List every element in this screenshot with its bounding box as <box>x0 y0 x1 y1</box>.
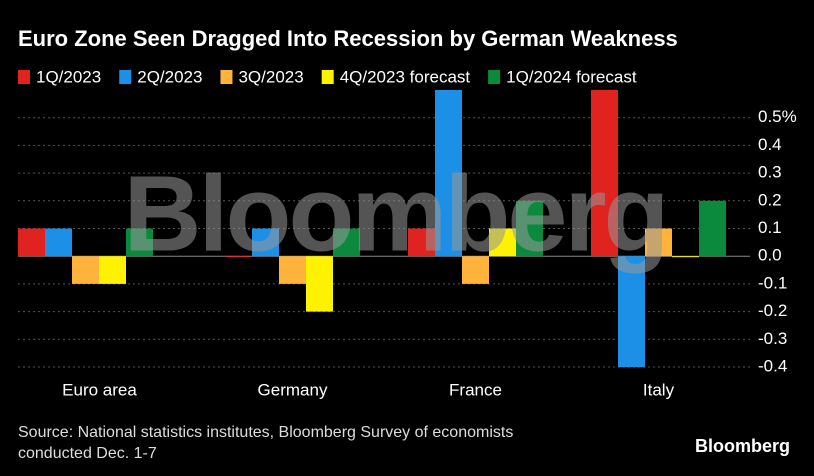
x-tick-label: Germany <box>258 380 328 399</box>
bar <box>225 256 252 258</box>
logo: Bloomberg <box>695 436 790 456</box>
y-tick-label: 0.2 <box>758 190 782 209</box>
x-tick-label: Euro area <box>62 380 137 399</box>
legend-label: 1Q/2024 forecast <box>506 67 637 86</box>
bar <box>489 228 516 257</box>
bar <box>45 228 72 257</box>
y-tick-label: 0.3 <box>758 163 782 182</box>
bar <box>618 256 645 367</box>
legend-swatch <box>488 70 501 84</box>
source: conducted Dec. 1-7 <box>18 445 157 462</box>
legend-swatch <box>119 70 132 84</box>
watermark: Bloomberg <box>123 153 666 274</box>
chart-title: Euro Zone Seen Dragged Into Recession by… <box>18 26 678 51</box>
y-tick-label: 0.0 <box>758 246 782 265</box>
y-tick-label: -0.4 <box>758 356 787 375</box>
bar <box>699 200 726 257</box>
bar <box>516 200 543 257</box>
y-tick-label: 0.5% <box>758 107 797 126</box>
legend-label: 3Q/2023 <box>238 67 303 86</box>
x-tick-label: Italy <box>643 380 675 399</box>
legend-swatch <box>18 70 30 84</box>
y-tick-label: -0.2 <box>758 301 787 320</box>
bar <box>672 256 699 258</box>
bar <box>408 228 435 257</box>
y-tick-label: -0.1 <box>758 273 787 292</box>
legend-label: 1Q/2023 <box>36 67 101 86</box>
y-tick-label: 0.1 <box>758 218 782 237</box>
bar <box>126 228 153 257</box>
y-tick-label: 0.4 <box>758 135 782 154</box>
bar <box>333 228 360 257</box>
bar <box>99 256 126 284</box>
legend-label: 4Q/2023 forecast <box>340 67 471 86</box>
x-tick-label: France <box>449 380 502 399</box>
bar <box>591 90 618 257</box>
bar <box>306 256 333 312</box>
legend-swatch <box>321 70 334 84</box>
bar <box>645 228 672 257</box>
bar <box>72 256 99 284</box>
legend-swatch <box>220 70 233 84</box>
legend-label: 2Q/2023 <box>137 67 202 86</box>
bar <box>18 228 45 257</box>
bar <box>252 228 279 257</box>
bar <box>435 90 462 257</box>
y-tick-label: -0.3 <box>758 329 787 348</box>
source: Source: National statistics institutes, … <box>18 424 513 441</box>
bar <box>462 256 489 284</box>
bar <box>279 256 306 284</box>
